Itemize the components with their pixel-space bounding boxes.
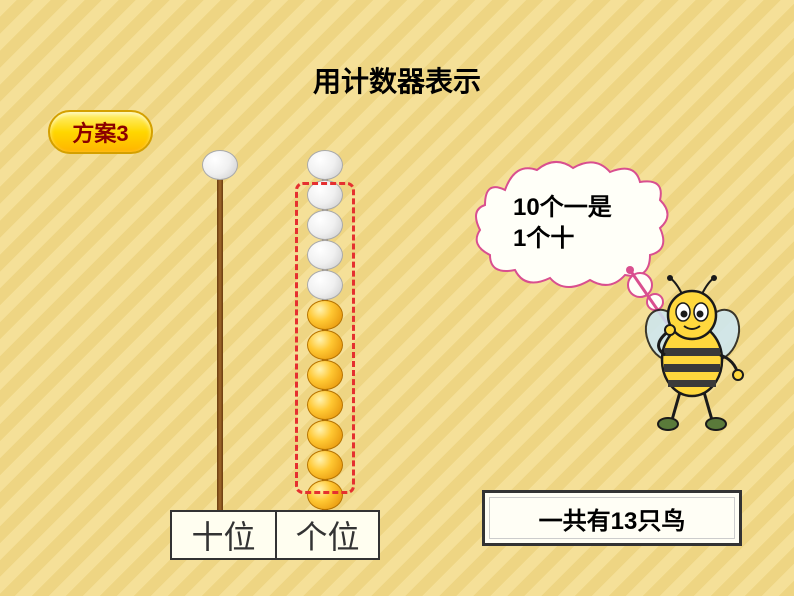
dashed-group-box [295, 182, 355, 494]
bubble-line2: 1个十 [513, 225, 574, 252]
tens-label: 十位 [170, 510, 275, 560]
tens-rod [217, 160, 223, 530]
plan-badge: 方案3 [48, 110, 153, 154]
page-title: 用计数器表示 [313, 60, 481, 100]
bead-white [307, 150, 343, 180]
bead-white [202, 150, 238, 180]
bubble-text: 10个一是 1个十 [513, 192, 612, 254]
ones-label: 个位 [275, 510, 380, 560]
bee-character [620, 260, 750, 430]
place-value-labels: 十位 个位 [170, 510, 380, 560]
bubble-line1: 10个一是 [513, 194, 612, 221]
abacus: 十位 个位 [170, 140, 390, 560]
answer-box: 一共有13只鸟 [482, 490, 742, 546]
